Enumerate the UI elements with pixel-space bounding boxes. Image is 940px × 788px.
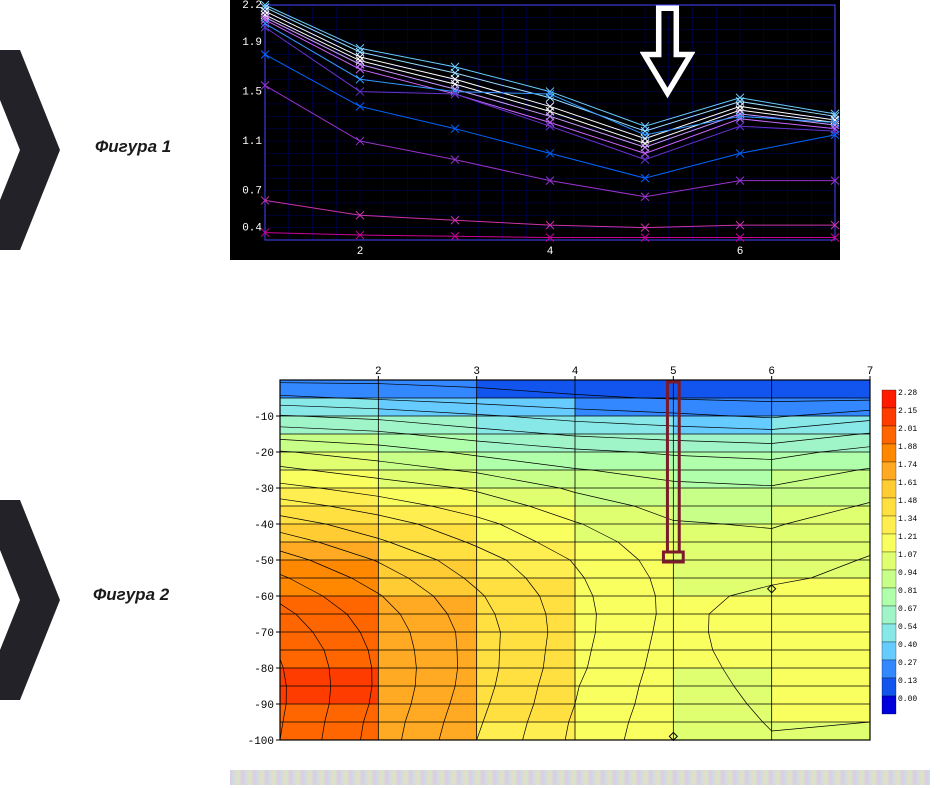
chevron-2 [0, 500, 70, 700]
svg-text:2.01: 2.01 [898, 425, 917, 434]
svg-text:1.5: 1.5 [242, 87, 262, 99]
svg-text:0.81: 0.81 [898, 587, 917, 596]
svg-text:2: 2 [375, 366, 382, 378]
figure1-svg: 0.4 0.7 1.1 1.5 1.9 2.2 2 4 6 [230, 0, 840, 260]
svg-text:0.40: 0.40 [898, 641, 917, 650]
bottom-decorative-strip [230, 770, 930, 785]
figure2-chart: -10 -20 -30 -40 -50 -60 -70 -80 -90 -100 2 3 4 5 6 7 2.2… [230, 360, 930, 750]
svg-text:1.48: 1.48 [898, 497, 917, 506]
figure2-label: Фигура 2 [93, 585, 169, 605]
svg-text:-30: -30 [254, 484, 274, 496]
svg-text:0.94: 0.94 [898, 569, 917, 578]
svg-text:4: 4 [572, 366, 579, 378]
svg-text:4: 4 [547, 246, 554, 258]
svg-text:1.9: 1.9 [242, 37, 262, 49]
svg-text:-50: -50 [254, 556, 274, 568]
svg-text:2.28: 2.28 [898, 389, 917, 398]
svg-text:-80: -80 [254, 664, 274, 676]
svg-text:6: 6 [737, 246, 744, 258]
figure2-svg: -10 -20 -30 -40 -50 -60 -70 -80 -90 -100 2 3 4 5 6 7 2.2… [230, 360, 930, 750]
chevron-1 [0, 50, 70, 250]
figure1-label: Фигура 1 [95, 137, 171, 157]
svg-text:7: 7 [867, 366, 874, 378]
svg-text:1.88: 1.88 [898, 443, 917, 452]
svg-text:2.2: 2.2 [242, 0, 262, 12]
svg-text:-40: -40 [254, 520, 274, 532]
svg-text:-20: -20 [254, 448, 274, 460]
svg-text:-90: -90 [254, 700, 274, 712]
figure1-chart: 0.4 0.7 1.1 1.5 1.9 2.2 2 4 6 [230, 0, 840, 260]
svg-text:0.67: 0.67 [898, 605, 917, 614]
svg-text:1.1: 1.1 [242, 136, 262, 148]
svg-text:1.21: 1.21 [898, 533, 917, 542]
svg-text:2: 2 [357, 246, 364, 258]
svg-text:0.27: 0.27 [898, 659, 917, 668]
svg-text:0.54: 0.54 [898, 623, 917, 632]
svg-text:2.15: 2.15 [898, 407, 917, 416]
svg-text:0.00: 0.00 [898, 695, 917, 704]
svg-text:1.61: 1.61 [898, 479, 917, 488]
chevron-shape [0, 500, 60, 700]
svg-text:5: 5 [670, 366, 677, 378]
svg-text:1.07: 1.07 [898, 551, 917, 560]
svg-text:0.7: 0.7 [242, 186, 262, 198]
svg-text:-10: -10 [254, 412, 274, 424]
svg-text:0.13: 0.13 [898, 677, 917, 686]
svg-text:3: 3 [473, 366, 480, 378]
chevron-shape [0, 50, 60, 250]
svg-text:6: 6 [768, 366, 775, 378]
figure1-arrow-annotation [640, 5, 695, 95]
arrow-down-icon [640, 5, 695, 99]
svg-text:-60: -60 [254, 592, 274, 604]
svg-text:1.74: 1.74 [898, 461, 917, 470]
svg-text:0.4: 0.4 [242, 223, 262, 235]
svg-text:-100: -100 [248, 736, 274, 748]
svg-text:-70: -70 [254, 628, 274, 640]
svg-text:1.34: 1.34 [898, 515, 917, 524]
